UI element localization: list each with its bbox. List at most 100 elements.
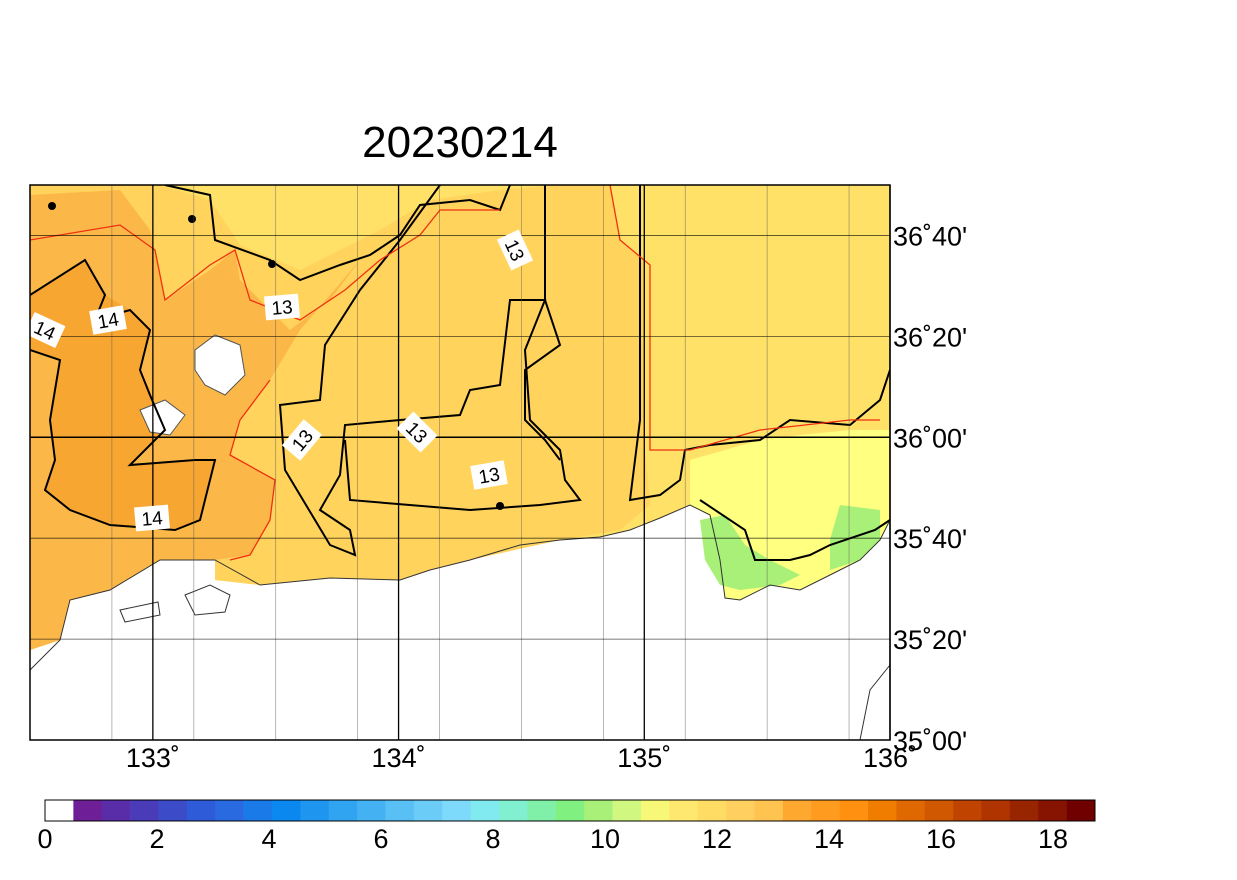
island bbox=[184, 584, 231, 616]
colorbar-swatch bbox=[612, 800, 642, 821]
colorbar-swatch bbox=[158, 800, 188, 821]
contour-label-box bbox=[281, 419, 323, 461]
contour-line bbox=[164, 185, 511, 282]
station bbox=[268, 260, 276, 268]
colorbar-swatch bbox=[215, 800, 244, 821]
lake bbox=[139, 399, 186, 436]
colorbar-swatch bbox=[413, 800, 443, 821]
colorbar-swatch bbox=[669, 800, 699, 821]
lat-tick-label: 36˚40' bbox=[893, 221, 967, 251]
contour-label-text: 14 bbox=[141, 508, 164, 531]
lon-tick-label: 134˚ bbox=[372, 743, 426, 773]
colorbar-tick-label: 16 bbox=[926, 824, 956, 854]
colorbar-tick-label: 2 bbox=[149, 824, 164, 854]
colorbar-tick-label: 10 bbox=[590, 824, 620, 854]
lat-tick-label: 35˚40' bbox=[893, 524, 967, 554]
colorbar-swatch bbox=[867, 800, 897, 821]
lon-tick-label: 133˚ bbox=[126, 743, 180, 773]
contour-line bbox=[30, 209, 500, 321]
contour-label-box bbox=[24, 311, 66, 349]
coastline bbox=[859, 664, 890, 740]
colorbar-swatch bbox=[243, 800, 273, 821]
colorbar-swatch bbox=[697, 800, 727, 821]
colorbar-swatch bbox=[811, 800, 840, 821]
colorbar-swatch bbox=[584, 800, 613, 821]
contour-label-box bbox=[496, 229, 534, 271]
map-fill bbox=[30, 185, 890, 740]
colorbar-swatch bbox=[953, 800, 982, 821]
colorbar-swatch bbox=[1066, 800, 1096, 821]
map-frame bbox=[29, 184, 891, 741]
contour-region bbox=[700, 515, 800, 590]
colorbar-tick-label: 6 bbox=[373, 824, 388, 854]
colorbar-tick-label: 4 bbox=[261, 824, 276, 854]
colorbar-swatch bbox=[981, 800, 1011, 821]
colorbar-swatch bbox=[726, 800, 755, 821]
colorbar-swatch bbox=[328, 800, 358, 821]
contour-label: 13 bbox=[496, 229, 534, 271]
colorbar-swatch bbox=[73, 800, 103, 821]
colorbar-tick-label: 14 bbox=[814, 824, 844, 854]
station bbox=[496, 502, 504, 510]
contour-line bbox=[229, 379, 276, 561]
lat-tick-label: 35˚20' bbox=[893, 625, 967, 655]
contour-line bbox=[524, 185, 562, 461]
colorbar-tick-label: 8 bbox=[485, 824, 500, 854]
contour-line bbox=[278, 185, 582, 557]
lat-tick-label: 35˚00' bbox=[893, 726, 967, 756]
colorbar-tick-label: 12 bbox=[702, 824, 732, 854]
lat-tick-label: 36˚00' bbox=[893, 423, 967, 453]
lon-tick-label: 136˚ bbox=[863, 743, 917, 773]
contour-label-box bbox=[264, 293, 300, 321]
contour-label-box bbox=[134, 504, 170, 532]
contour-line bbox=[699, 499, 890, 561]
colorbar-tick-label: 0 bbox=[37, 824, 52, 854]
coastline bbox=[30, 504, 890, 671]
contour-label-box bbox=[89, 305, 127, 335]
colorbar-swatch bbox=[272, 800, 301, 821]
colorbar-swatch bbox=[45, 800, 74, 821]
colorbar-swatch bbox=[924, 800, 954, 821]
map-title: 20230214 bbox=[362, 118, 558, 167]
colorbar-swatch bbox=[470, 800, 500, 821]
colorbar-swatch bbox=[896, 800, 926, 821]
contour-label-text: 13 bbox=[271, 297, 294, 320]
colorbar-swatch bbox=[300, 800, 330, 821]
axis-labels: 133˚ 134˚ 135˚ 136˚ 36˚40' 36˚20' 36˚00' 35˚40'… bbox=[126, 221, 967, 773]
station bbox=[48, 202, 56, 210]
contour-label-text: 13 bbox=[477, 464, 501, 488]
colorbar-swatch bbox=[499, 800, 528, 821]
contour-label: 13 bbox=[470, 460, 508, 490]
island bbox=[119, 601, 161, 623]
lat-tick-label: 36˚20' bbox=[893, 322, 967, 352]
colorbar-swatch bbox=[357, 800, 386, 821]
colorbar-swatch bbox=[782, 800, 812, 821]
colorbar-swatch bbox=[1038, 800, 1067, 821]
colorbar-swatch bbox=[527, 800, 557, 821]
colorbar-swatch bbox=[385, 800, 415, 821]
colorbar-swatch bbox=[130, 800, 159, 821]
colorbar-swatch bbox=[1009, 800, 1039, 821]
colorbar-swatch bbox=[555, 800, 585, 821]
colorbar-swatch bbox=[754, 800, 784, 821]
contour-label-box bbox=[470, 460, 508, 490]
lon-tick-label: 135˚ bbox=[617, 743, 671, 773]
colorbar-frame bbox=[44, 799, 1096, 822]
contour-label: 13 bbox=[264, 293, 300, 321]
colorbar-swatch bbox=[186, 800, 216, 821]
colorbar-swatch bbox=[101, 800, 131, 821]
contour-label-text: 14 bbox=[96, 309, 121, 333]
contour-label-box bbox=[396, 411, 438, 453]
colorbar-swatch bbox=[839, 800, 869, 821]
station bbox=[188, 215, 196, 223]
contour-label: 14 bbox=[134, 504, 170, 532]
colorbar-swatch bbox=[442, 800, 471, 821]
colorbar: 0 2 4 6 8 10 12 14 16 18 bbox=[37, 799, 1096, 854]
contour-label: 14 bbox=[89, 305, 127, 335]
contour-line bbox=[609, 185, 880, 451]
colorbar-swatch bbox=[640, 800, 670, 821]
colorbar-tick-label: 18 bbox=[1038, 824, 1068, 854]
